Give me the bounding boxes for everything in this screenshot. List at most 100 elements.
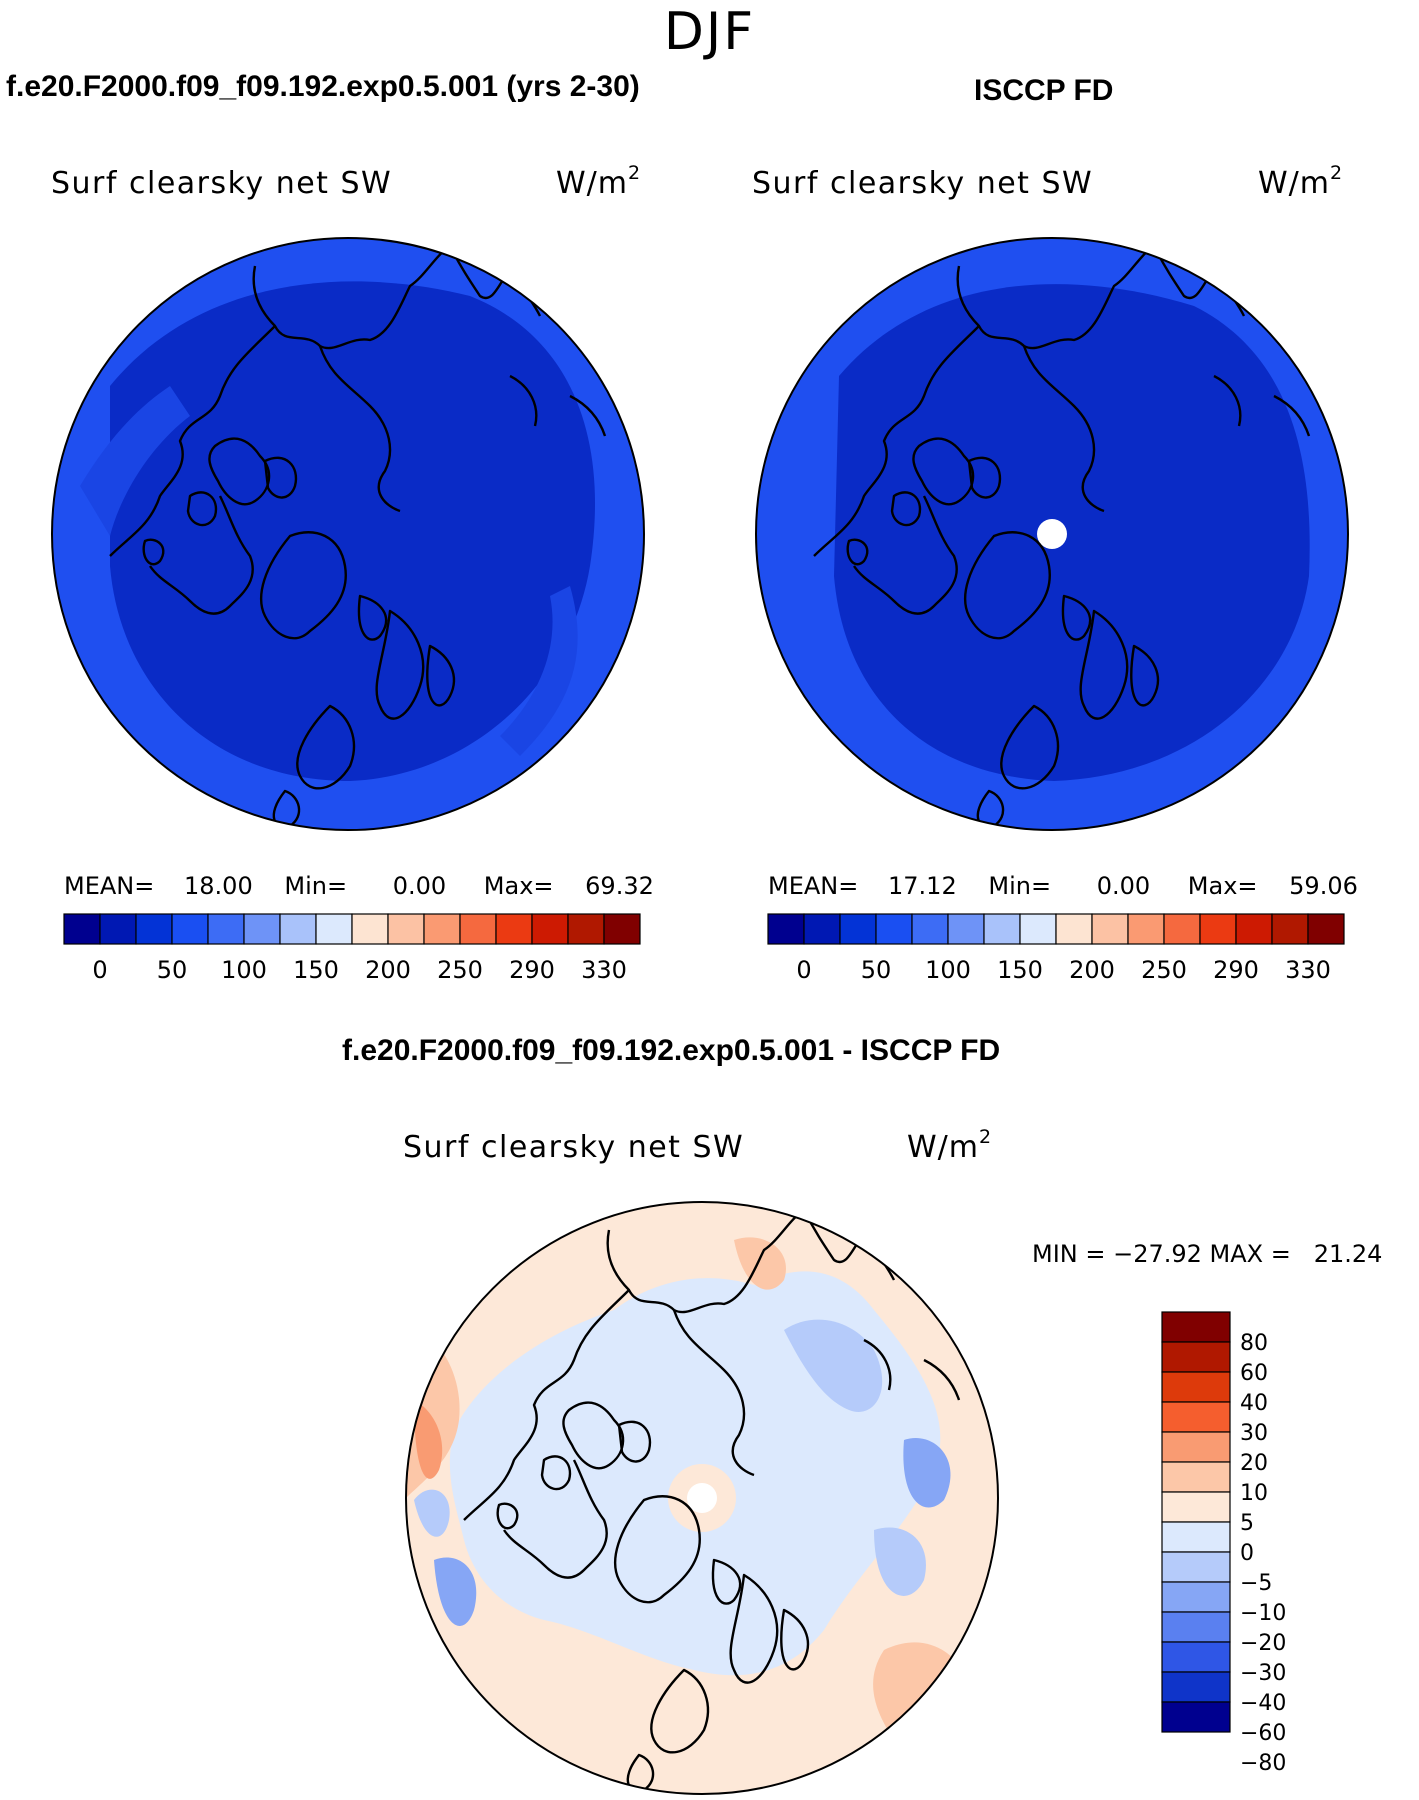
diff-colorbar-tick-label: −30 (1240, 1661, 1286, 1686)
diff-colorbar-tick-label: −20 (1240, 1631, 1286, 1656)
field-patch (80, 386, 190, 536)
negative-patch (874, 1527, 926, 1596)
left-colorbar-swatch (171, 913, 209, 945)
map-frame (51, 237, 645, 831)
right-colorbar-tick-label: 100 (925, 956, 971, 982)
left-colorbar-tick-label: 290 (509, 956, 555, 982)
left-colorbar-tick-label: 200 (365, 956, 411, 982)
left-mean-label: MEAN= (64, 872, 155, 900)
left-colorbar-swatch (423, 913, 461, 945)
left-colorbar-swatch (603, 913, 641, 945)
diff-colorbar-tick-label: −40 (1240, 1691, 1286, 1716)
left-colorbar-tick-label: 250 (437, 956, 483, 982)
right-colorbar-swatch (911, 913, 949, 945)
diff-colorbar-swatch (1161, 1521, 1231, 1553)
missing-data-pole (1037, 519, 1067, 549)
right-mean-label: MEAN= (768, 872, 859, 900)
diff-colorbar-swatch (1161, 1401, 1231, 1433)
diff-minmax: MIN = −27.92 MAX = 21.24 (1032, 1240, 1383, 1268)
right-colorbar-swatch (1055, 913, 1093, 945)
negative-patch (903, 1438, 951, 1508)
figure-title: DJF (663, 2, 756, 62)
right-colorbar-swatch (1307, 913, 1345, 945)
diff-colorbar-swatch (1161, 1611, 1231, 1643)
left-colorbar-tick-label: 50 (157, 956, 188, 982)
diff-colorbar: 80 60 40 30 20 10 5 0 −5 −10 −20 −30 −40 −60 −80 (1161, 1311, 1286, 1776)
right-colorbar-swatch (767, 913, 805, 945)
diff-panel-title: f.e20.F2000.f09_f09.192.exp0.5.001 - ISC… (342, 1034, 1001, 1067)
diff-colorbar-tick-label: 10 (1240, 1481, 1268, 1506)
right-colorbar-swatch (1019, 913, 1057, 945)
left-min-label: Min= (284, 872, 348, 900)
right-max-value: 59.06 (1289, 872, 1358, 900)
right-min-label: Min= (988, 872, 1052, 900)
right-colorbar-tick-label: 330 (1285, 956, 1331, 982)
left-mean-value: 18.00 (184, 872, 253, 900)
left-colorbar: 0 50 100 150 200 250 290 330 (63, 913, 641, 982)
right-colorbar-swatch (947, 913, 985, 945)
right-colorbar-swatch (1235, 913, 1273, 945)
diff-colorbar-swatch (1161, 1491, 1231, 1523)
left-stats: MEAN= 18.00 Min= 0.00 Max= 69.32 (64, 872, 654, 900)
diff-polar-map (405, 1201, 999, 1795)
left-colorbar-swatch (63, 913, 101, 945)
right-colorbar-swatch (1199, 913, 1237, 945)
inner-field (110, 281, 595, 781)
left-min-value: 0.00 (392, 872, 447, 900)
right-colorbar-swatch (839, 913, 877, 945)
diff-colorbar-tick-label: −60 (1240, 1721, 1286, 1746)
negative-patch (414, 1489, 450, 1537)
right-panel-title: ISCCP FD (974, 74, 1114, 107)
right-colorbar-tick-label: 290 (1213, 956, 1259, 982)
inner-field (834, 284, 1310, 781)
left-colorbar-swatch (459, 913, 497, 945)
right-colorbar-tick-label: 50 (861, 956, 892, 982)
positive-patch (873, 1642, 974, 1755)
diff-colorbar-swatch (1161, 1371, 1231, 1403)
left-max-value: 69.32 (585, 872, 654, 900)
right-min-value: 0.00 (1096, 872, 1151, 900)
diff-colorbar-swatch (1161, 1551, 1231, 1583)
left-max-label: Max= (483, 872, 554, 900)
left-colorbar-swatch (351, 913, 389, 945)
diff-colorbar-tick-label: 80 (1240, 1331, 1268, 1356)
left-colorbar-swatch (243, 913, 281, 945)
right-colorbar-swatch (1163, 913, 1201, 945)
left-colorbar-swatch (99, 913, 137, 945)
diff-colorbar-swatch (1161, 1641, 1231, 1673)
diff-units-label: W/m2 (907, 1126, 993, 1165)
diff-colorbar-swatch (1161, 1581, 1231, 1613)
right-max-label: Max= (1187, 872, 1258, 900)
left-colorbar-swatch (387, 913, 425, 945)
right-colorbar-tick-label: 250 (1141, 956, 1187, 982)
map-frame (405, 1201, 999, 1795)
left-colorbar-swatch (135, 913, 173, 945)
diff-colorbar-tick-label: 30 (1240, 1421, 1268, 1446)
diff-colorbar-tick-label: −80 (1240, 1751, 1286, 1776)
diff-colorbar-swatch (1161, 1461, 1231, 1493)
diff-colorbar-swatch (1161, 1431, 1231, 1463)
right-colorbar-swatch (875, 913, 913, 945)
left-colorbar-tick-label: 150 (293, 956, 339, 982)
diff-variable-label: Surf clearsky net SW (403, 1130, 745, 1165)
diff-colorbar-swatch (1161, 1701, 1231, 1733)
positive-patch (734, 1237, 786, 1290)
right-colorbar-swatch (983, 913, 1021, 945)
right-colorbar-swatch (1271, 913, 1309, 945)
left-colorbar-tick-label: 330 (581, 956, 627, 982)
right-stats: MEAN= 17.12 Min= 0.00 Max= 59.06 (768, 872, 1358, 900)
right-colorbar-swatch (803, 913, 841, 945)
right-colorbar-swatch (1127, 913, 1165, 945)
left-polar-map (51, 237, 645, 831)
right-mean-value: 17.12 (888, 872, 957, 900)
right-polar-map (755, 237, 1349, 831)
left-colorbar-swatch (495, 913, 533, 945)
diff-colorbar-tick-label: −5 (1240, 1571, 1272, 1596)
right-colorbar: 0 50 100 150 200 250 290 330 (767, 913, 1345, 982)
left-colorbar-swatch (279, 913, 317, 945)
right-colorbar-swatch (1091, 913, 1129, 945)
left-colorbar-tick-label: 100 (221, 956, 267, 982)
negative-patch (434, 1557, 477, 1626)
right-colorbar-tick-label: 200 (1069, 956, 1115, 982)
map-frame (755, 237, 1349, 831)
